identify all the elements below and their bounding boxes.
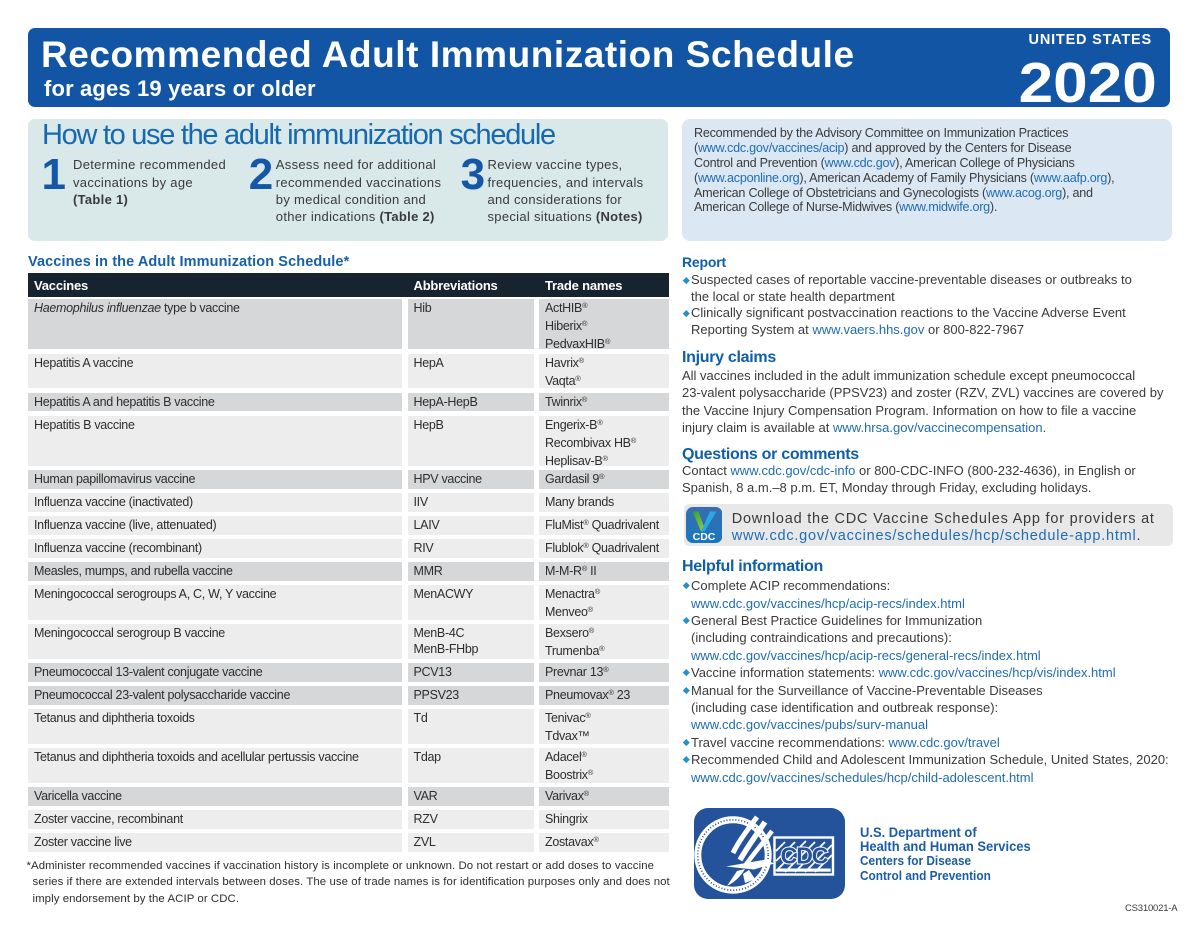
svg-text:CDC: CDC bbox=[781, 843, 828, 869]
svg-text:CDC: CDC bbox=[693, 531, 716, 543]
